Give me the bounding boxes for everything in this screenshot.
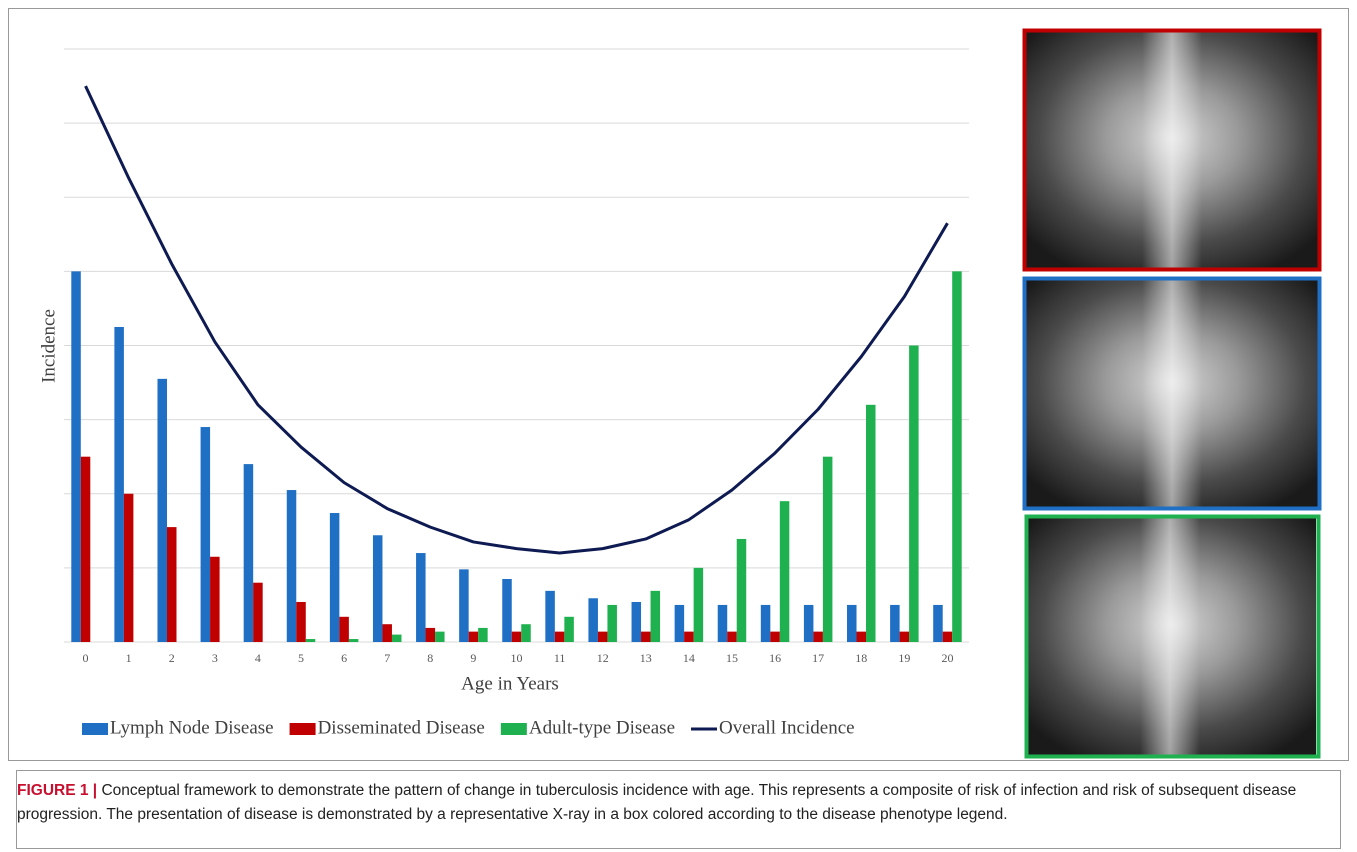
bar — [607, 604, 617, 642]
x-tick-label: 6 — [341, 651, 347, 665]
x-tick-label: 8 — [427, 651, 433, 665]
bar — [157, 378, 167, 642]
figure-frame — [8, 8, 1349, 761]
bar — [521, 624, 531, 642]
x-tick-label: 13 — [640, 651, 652, 665]
caption: FIGURE 1 | Conceptual framework to demon… — [17, 779, 1339, 827]
bar — [909, 345, 919, 642]
bar — [847, 604, 857, 642]
bar — [296, 601, 306, 642]
bar — [502, 578, 512, 642]
bar — [952, 271, 962, 642]
bar — [899, 631, 910, 642]
x-tick-label: 10 — [511, 651, 523, 665]
x-tick-label: 14 — [683, 651, 695, 665]
bar — [425, 627, 436, 642]
bar — [650, 590, 661, 642]
x-tick-label: 1 — [126, 651, 132, 665]
bar — [942, 631, 953, 642]
caption-frame — [16, 770, 1341, 849]
bar — [329, 513, 340, 642]
bar — [478, 627, 488, 642]
xray-3 — [1024, 514, 1321, 759]
x-tick-label: 15 — [726, 651, 738, 665]
legend-swatch — [500, 723, 527, 735]
bar — [822, 456, 833, 642]
bar — [545, 590, 555, 642]
bar — [684, 631, 694, 642]
x-tick-label: 3 — [212, 651, 218, 665]
bar — [435, 631, 445, 642]
x-tick-label: 20 — [941, 651, 953, 665]
bar — [416, 553, 426, 642]
x-tick-label: 19 — [898, 651, 910, 665]
x-tick-label: 0 — [83, 651, 89, 665]
x-tick-label: 9 — [470, 651, 476, 665]
bar — [71, 271, 81, 642]
x-tick-label: 17 — [812, 651, 824, 665]
bar — [890, 604, 900, 642]
bar — [631, 601, 642, 642]
bar — [200, 427, 211, 642]
x-tick-label: 12 — [597, 651, 609, 665]
bar — [243, 464, 254, 642]
bar — [253, 582, 263, 642]
bar — [813, 631, 823, 642]
bar — [114, 326, 124, 642]
bar — [779, 501, 790, 642]
bar — [727, 631, 737, 642]
legend-label: Overall Incidence — [719, 717, 855, 738]
x-tick-label: 5 — [298, 651, 304, 665]
legend-swatch — [289, 723, 316, 735]
x-tick-label: 11 — [554, 651, 566, 665]
bar — [770, 631, 780, 642]
bar — [459, 569, 469, 642]
bar — [641, 631, 651, 642]
x-tick-label: 4 — [255, 651, 261, 665]
x-tick-label: 7 — [384, 651, 390, 665]
bar — [339, 616, 349, 642]
bar — [286, 490, 297, 642]
bar — [693, 567, 704, 642]
bar — [372, 535, 383, 642]
legend-label: Lymph Node Disease — [110, 717, 274, 738]
bar — [564, 616, 574, 642]
bar — [717, 604, 728, 642]
bar — [588, 598, 598, 642]
xray-2 — [1022, 276, 1322, 511]
bar — [866, 404, 876, 642]
bar — [760, 604, 771, 642]
bar — [736, 538, 747, 642]
bar — [391, 634, 402, 642]
bar — [210, 556, 220, 642]
x-tick-label: 16 — [769, 651, 781, 665]
bar — [856, 631, 867, 642]
xray-1 — [1022, 28, 1322, 272]
bar — [166, 527, 177, 642]
x-tick-label: 18 — [855, 651, 867, 665]
caption-text: Conceptual framework to demonstrate the … — [17, 782, 1297, 823]
legend-swatch — [82, 723, 108, 735]
bar — [803, 604, 814, 642]
caption-label: FIGURE 1 | — [17, 782, 98, 799]
line — [84, 85, 949, 555]
bar — [123, 493, 134, 642]
bar — [305, 639, 316, 642]
legend-label: Adult-type Disease — [529, 717, 675, 738]
legend-label: Disseminated Disease — [318, 717, 485, 738]
bar — [348, 639, 359, 642]
bar — [382, 624, 392, 642]
bar — [554, 631, 565, 642]
y-axis-label: Incidence — [38, 309, 59, 383]
bar — [511, 631, 522, 642]
bar — [597, 631, 608, 642]
x-tick-label: 2 — [169, 651, 175, 665]
x-axis-label: Age in Years — [461, 673, 559, 694]
bar — [933, 604, 943, 642]
bar — [468, 631, 479, 642]
bar — [674, 604, 685, 642]
bar — [80, 456, 91, 642]
